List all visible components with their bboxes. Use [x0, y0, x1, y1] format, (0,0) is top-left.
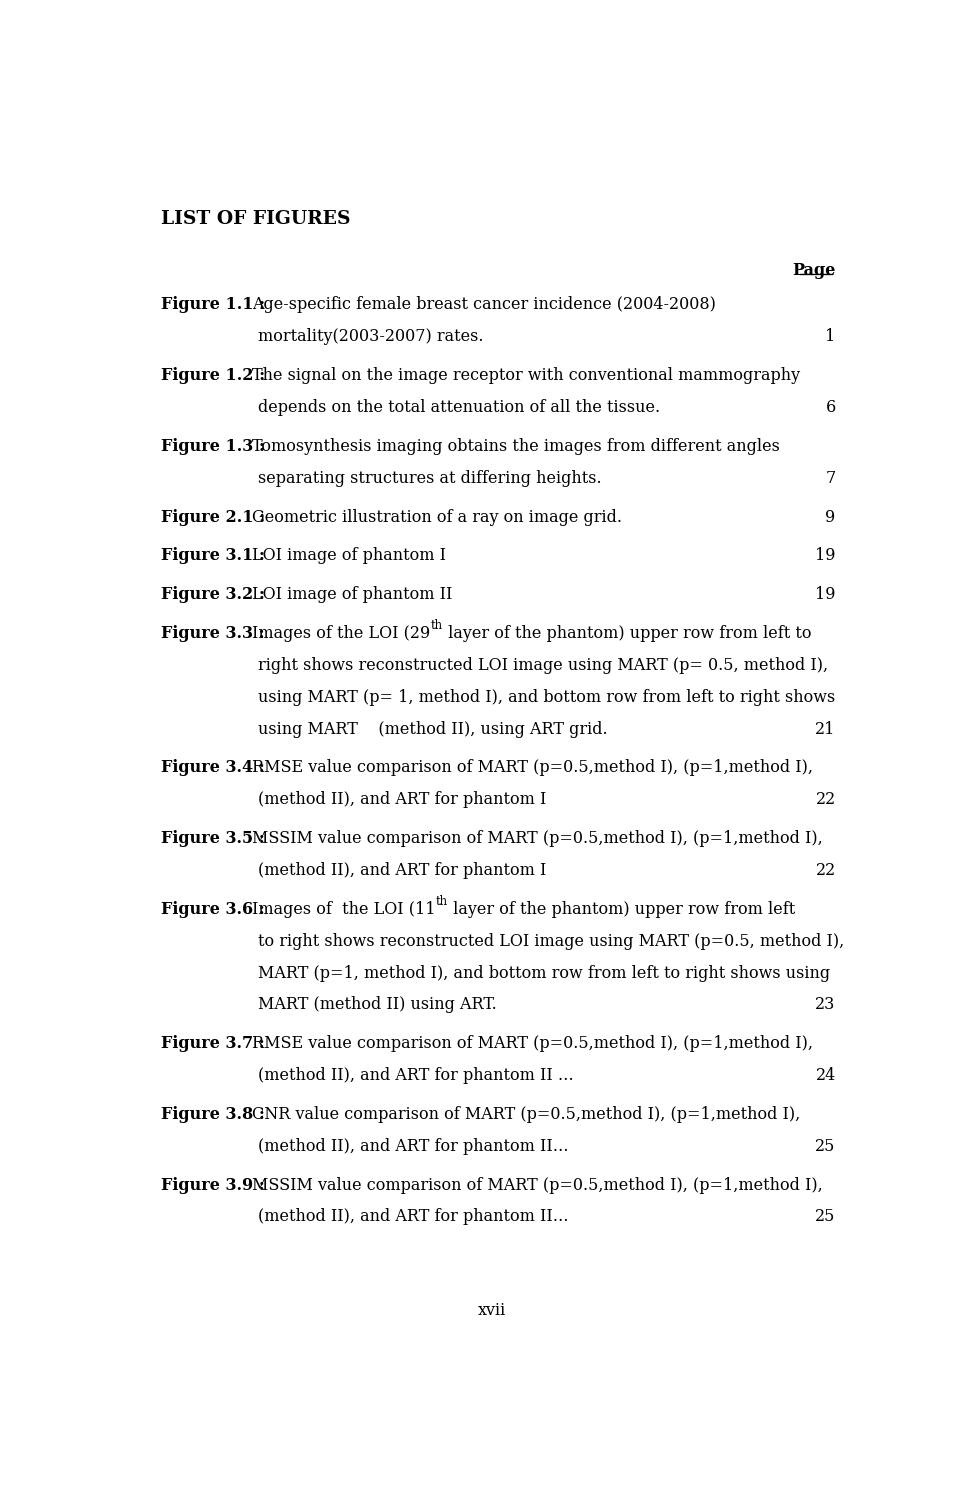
Text: Figure 3.8 :: Figure 3.8 :	[161, 1106, 265, 1123]
Text: xvii: xvii	[478, 1302, 506, 1318]
Text: 25: 25	[815, 1209, 836, 1225]
Text: 6: 6	[826, 399, 836, 415]
Text: CNR value comparison of MART (p=0.5,method I), (p=1,method I),: CNR value comparison of MART (p=0.5,meth…	[252, 1106, 801, 1123]
Text: using MART (p= 1, method I), and bottom row from left to right shows: using MART (p= 1, method I), and bottom …	[258, 689, 835, 706]
Text: to right shows reconstructed LOI image using MART (p=0.5, method I),: to right shows reconstructed LOI image u…	[258, 933, 845, 950]
Text: 19: 19	[815, 548, 836, 564]
Text: 22: 22	[815, 792, 836, 808]
Text: 9: 9	[826, 509, 836, 525]
Text: Tomosynthesis imaging obtains the images from different angles: Tomosynthesis imaging obtains the images…	[252, 438, 780, 455]
Text: Figure 3.2 :: Figure 3.2 :	[161, 587, 265, 604]
Text: (method II), and ART for phantom II…: (method II), and ART for phantom II…	[258, 1209, 569, 1225]
Text: th: th	[436, 895, 448, 908]
Text: Geometric illustration of a ray on image grid.: Geometric illustration of a ray on image…	[252, 509, 622, 525]
Text: MART (method II) using ART.: MART (method II) using ART.	[258, 996, 497, 1013]
Text: Figure 1.3 :: Figure 1.3 :	[161, 438, 265, 455]
Text: 24: 24	[815, 1067, 836, 1084]
Text: depends on the total attenuation of all the tissue.: depends on the total attenuation of all …	[258, 399, 660, 415]
Text: Figure 2.1 :: Figure 2.1 :	[161, 509, 265, 525]
Text: Figure 3.7 :: Figure 3.7 :	[161, 1035, 265, 1052]
Text: LOI image of phantom II: LOI image of phantom II	[252, 587, 453, 604]
Text: MSSIM value comparison of MART (p=0.5,method I), (p=1,method I),: MSSIM value comparison of MART (p=0.5,me…	[252, 1177, 823, 1193]
Text: LOI image of phantom I: LOI image of phantom I	[252, 548, 446, 564]
Text: RMSE value comparison of MART (p=0.5,method I), (p=1,method I),: RMSE value comparison of MART (p=0.5,met…	[252, 1035, 813, 1052]
Text: MSSIM value comparison of MART (p=0.5,method I), (p=1,method I),: MSSIM value comparison of MART (p=0.5,me…	[252, 831, 823, 847]
Text: Images of the LOI (29: Images of the LOI (29	[252, 625, 431, 643]
Text: 19: 19	[815, 587, 836, 604]
Text: 1: 1	[826, 328, 836, 345]
Text: Images of  the LOI (11: Images of the LOI (11	[252, 901, 436, 918]
Text: (method II), and ART for phantom II …: (method II), and ART for phantom II …	[258, 1067, 574, 1084]
Text: th: th	[431, 619, 443, 632]
Text: MART (p=1, method I), and bottom row from left to right shows using: MART (p=1, method I), and bottom row fro…	[258, 965, 830, 981]
Text: Figure 3.6 :: Figure 3.6 :	[161, 901, 265, 918]
Text: 23: 23	[815, 996, 836, 1013]
Text: separating structures at differing heights.: separating structures at differing heigh…	[258, 470, 602, 486]
Text: Page: Page	[792, 262, 836, 278]
Text: layer of the phantom) upper row from left to: layer of the phantom) upper row from lef…	[443, 625, 811, 643]
Text: LIST OF FIGURES: LIST OF FIGURES	[161, 209, 350, 227]
Text: right shows reconstructed LOI image using MART (p= 0.5, method I),: right shows reconstructed LOI image usin…	[258, 656, 828, 674]
Text: 22: 22	[815, 862, 836, 879]
Text: (method II), and ART for phantom II…: (method II), and ART for phantom II…	[258, 1138, 569, 1154]
Text: mortality(2003-2007) rates.: mortality(2003-2007) rates.	[258, 328, 484, 345]
Text: Figure 3.4 :: Figure 3.4 :	[161, 760, 265, 777]
Text: 7: 7	[826, 470, 836, 486]
Text: (method II), and ART for phantom I: (method II), and ART for phantom I	[258, 862, 547, 879]
Text: Figure 1.1 :: Figure 1.1 :	[161, 296, 265, 313]
Text: The signal on the image receptor with conventional mammography: The signal on the image receptor with co…	[252, 367, 801, 384]
Text: 21: 21	[815, 721, 836, 737]
Text: RMSE value comparison of MART (p=0.5,method I), (p=1,method I),: RMSE value comparison of MART (p=0.5,met…	[252, 760, 813, 777]
Text: Age-specific female breast cancer incidence (2004-2008): Age-specific female breast cancer incide…	[252, 296, 716, 313]
Text: (method II), and ART for phantom I: (method II), and ART for phantom I	[258, 792, 547, 808]
Text: Figure 3.9 :: Figure 3.9 :	[161, 1177, 265, 1193]
Text: Figure 3.1 :: Figure 3.1 :	[161, 548, 265, 564]
Text: 25: 25	[815, 1138, 836, 1154]
Text: Figure 3.5 :: Figure 3.5 :	[161, 831, 265, 847]
Text: using MART    (method II), using ART grid.: using MART (method II), using ART grid.	[258, 721, 608, 737]
Text: Figure 1.2 :: Figure 1.2 :	[161, 367, 265, 384]
Text: layer of the phantom) upper row from left: layer of the phantom) upper row from lef…	[448, 901, 795, 918]
Text: Figure 3.3 :: Figure 3.3 :	[161, 625, 265, 643]
